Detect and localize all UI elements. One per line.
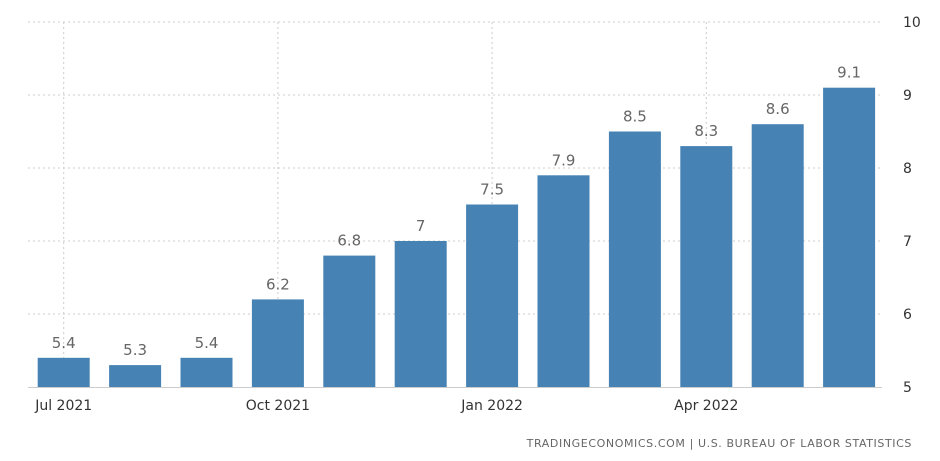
data-label: 9.1 [837, 64, 861, 82]
bar [37, 357, 90, 387]
data-label: 8.3 [694, 122, 718, 140]
data-label: 8.6 [766, 100, 790, 118]
data-label: 7.9 [552, 151, 576, 169]
y-tick-label: 6 [903, 307, 912, 323]
bar [323, 255, 376, 387]
y-axis: 5 6 7 8 9 10 [903, 15, 921, 396]
x-tick-label: Oct 2021 [246, 398, 310, 414]
x-tick-label: Apr 2022 [674, 398, 738, 414]
y-tick-label: 8 [903, 161, 912, 177]
bars [37, 87, 876, 387]
y-tick-label: 9 [903, 88, 912, 104]
bar-chart: 5.4 5.3 5.4 6.2 6.8 7 7.5 7.9 8.5 8.3 8.6 9.1 Jul 2… [28, 15, 921, 414]
bar [180, 357, 233, 387]
bar [608, 131, 661, 387]
bar [751, 124, 804, 387]
data-label: 5.4 [52, 334, 76, 352]
bar [680, 146, 733, 387]
data-label: 8.5 [623, 108, 647, 126]
bar [394, 241, 447, 387]
data-label: 6.2 [266, 275, 290, 293]
y-tick-label: 7 [903, 234, 912, 250]
x-axis: Jul 2021 Oct 2021 Jan 2022 Apr 2022 [28, 387, 882, 414]
grid-lines [28, 21, 882, 387]
x-tick-label: Jul 2021 [34, 398, 92, 414]
source-attribution: TRADINGECONOMICS.COM | U.S. BUREAU OF LA… [526, 437, 912, 450]
bar [251, 299, 304, 387]
y-tick-label: 5 [903, 380, 912, 396]
data-label: 7.5 [480, 181, 504, 199]
y-tick-label: 10 [903, 15, 921, 31]
bar [466, 204, 519, 387]
bar [109, 365, 162, 387]
data-label: 6.8 [337, 232, 361, 250]
bar [823, 87, 876, 387]
x-tick-label: Jan 2022 [460, 398, 523, 414]
data-label: 7 [416, 217, 426, 235]
bar [537, 175, 590, 387]
data-labels: 5.4 5.3 5.4 6.2 6.8 7 7.5 7.9 8.5 8.3 8.6 9.1 [52, 64, 861, 359]
data-label: 5.3 [123, 341, 147, 359]
data-label: 5.4 [195, 334, 219, 352]
